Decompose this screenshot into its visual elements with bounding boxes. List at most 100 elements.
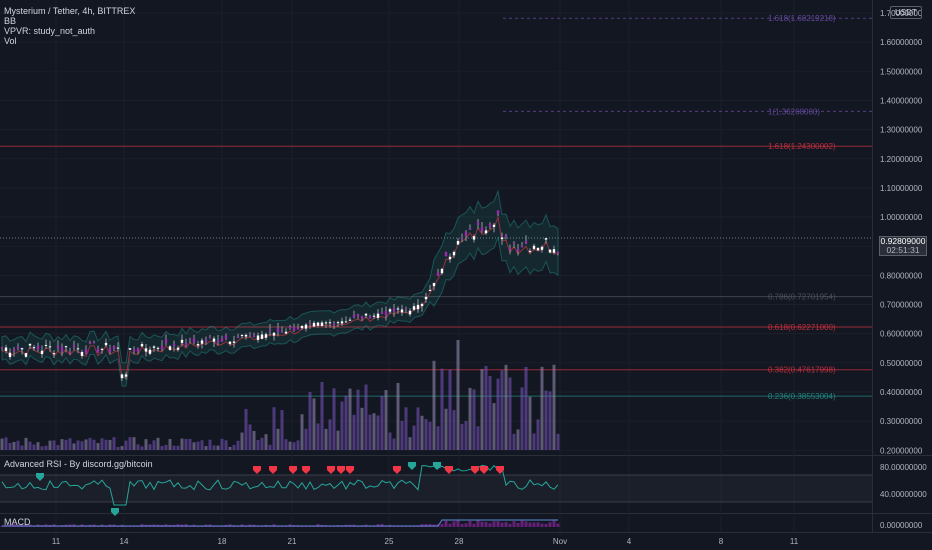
candle-body bbox=[276, 327, 280, 333]
macd-bar bbox=[480, 521, 484, 527]
volume-bar bbox=[496, 378, 500, 450]
symbol-title[interactable]: Mysterium / Tether, 4h, BITTREX bbox=[4, 6, 136, 16]
candle-body bbox=[492, 224, 496, 227]
volume-bar bbox=[300, 414, 304, 450]
candle-body bbox=[360, 316, 364, 319]
candle-body bbox=[104, 342, 108, 346]
candle-body bbox=[408, 310, 412, 315]
rsi-buy-marker bbox=[408, 462, 416, 470]
candle-body bbox=[264, 334, 268, 338]
indicator-bb[interactable]: BB bbox=[4, 16, 17, 26]
candle-body bbox=[444, 251, 448, 257]
volume-bar bbox=[276, 428, 280, 450]
volume-bar bbox=[156, 437, 160, 450]
candle-body bbox=[460, 237, 464, 239]
volume-bar bbox=[540, 366, 544, 450]
candle-body bbox=[108, 348, 112, 352]
volume-bar bbox=[420, 415, 424, 450]
volume-bar bbox=[348, 388, 352, 450]
candle-body bbox=[36, 345, 40, 350]
macd-bar bbox=[536, 522, 540, 527]
volume-bar bbox=[212, 445, 216, 450]
rsi-sell-marker bbox=[346, 466, 354, 474]
price-label: 1.70000000 bbox=[880, 9, 923, 18]
candle-body bbox=[184, 342, 188, 346]
candle-body bbox=[532, 245, 536, 249]
volume-bar bbox=[408, 437, 412, 450]
volume-bar bbox=[120, 446, 124, 450]
volume-bar bbox=[104, 439, 108, 450]
volume-bar bbox=[160, 446, 164, 450]
volume-bar bbox=[92, 439, 96, 450]
macd-bar bbox=[508, 523, 512, 527]
volume-bar bbox=[172, 445, 176, 450]
macd-bar bbox=[556, 523, 560, 527]
rsi-axis-label: 80.00000000 bbox=[880, 463, 927, 472]
candle-body bbox=[216, 340, 220, 343]
volume-bar bbox=[252, 430, 256, 450]
volume-bar bbox=[180, 438, 184, 450]
candle-body bbox=[280, 331, 284, 333]
candle-body bbox=[304, 324, 308, 329]
indicator-vpvr[interactable]: VPVR: study_not_auth bbox=[4, 26, 96, 36]
volume-bar bbox=[40, 446, 44, 450]
candle-body bbox=[452, 251, 456, 256]
volume-bar bbox=[292, 442, 296, 450]
volume-bar bbox=[100, 438, 104, 450]
volume-bar bbox=[320, 381, 324, 450]
candle-body bbox=[156, 347, 160, 349]
volume-bar bbox=[488, 376, 492, 450]
volume-bar bbox=[72, 443, 76, 450]
candle-body bbox=[76, 348, 80, 350]
macd-bar bbox=[544, 523, 548, 527]
candle-body bbox=[296, 327, 300, 330]
candle-body bbox=[68, 351, 72, 353]
volume-bar bbox=[404, 407, 408, 450]
candle-body bbox=[428, 289, 432, 291]
candle-body bbox=[132, 349, 136, 352]
volume-bar bbox=[200, 440, 204, 450]
rsi-sell-marker bbox=[269, 466, 277, 474]
candle-body bbox=[316, 322, 320, 326]
volume-bar bbox=[268, 444, 272, 450]
candle-body bbox=[332, 323, 336, 325]
volume-bar bbox=[220, 438, 224, 450]
candle-body bbox=[392, 308, 396, 312]
candle-body bbox=[308, 323, 312, 325]
rsi-sell-marker bbox=[393, 466, 401, 474]
volume-bar bbox=[152, 440, 156, 450]
currency-badge[interactable]: USDT bbox=[890, 6, 922, 19]
candle-body bbox=[516, 248, 520, 252]
macd-bar bbox=[520, 520, 524, 527]
volume-bar bbox=[244, 408, 248, 450]
volume-bar bbox=[56, 445, 60, 450]
volume-bar bbox=[352, 414, 356, 450]
rsi-title[interactable]: Advanced RSI - By discord.gg/bitcoin bbox=[4, 459, 153, 469]
time-label: 11 bbox=[790, 537, 799, 546]
macd-bar bbox=[464, 523, 468, 527]
volume-bar bbox=[88, 437, 92, 450]
volume-bar bbox=[436, 426, 440, 450]
volume-bar bbox=[188, 438, 192, 450]
macd-bar bbox=[500, 522, 504, 527]
volume-bar bbox=[24, 437, 28, 450]
candle-body bbox=[204, 339, 208, 342]
candle-body bbox=[512, 242, 516, 244]
candle-body bbox=[12, 349, 16, 352]
volume-bar bbox=[412, 425, 416, 450]
volume-bar bbox=[124, 440, 128, 450]
candle-body bbox=[540, 246, 544, 250]
macd-title[interactable]: MACD bbox=[4, 517, 31, 527]
volume-bar bbox=[36, 442, 40, 450]
candle-body bbox=[548, 249, 552, 253]
fib-label: 0.618(0.62271000) bbox=[768, 323, 836, 332]
volume-bar bbox=[192, 442, 196, 450]
volume-bar bbox=[64, 439, 68, 450]
candle-body bbox=[364, 313, 368, 316]
rsi-band bbox=[0, 475, 872, 502]
candle-body bbox=[200, 340, 204, 344]
volume-bar bbox=[228, 446, 232, 450]
candle-body bbox=[556, 251, 560, 253]
indicator-vol[interactable]: Vol bbox=[4, 36, 17, 46]
